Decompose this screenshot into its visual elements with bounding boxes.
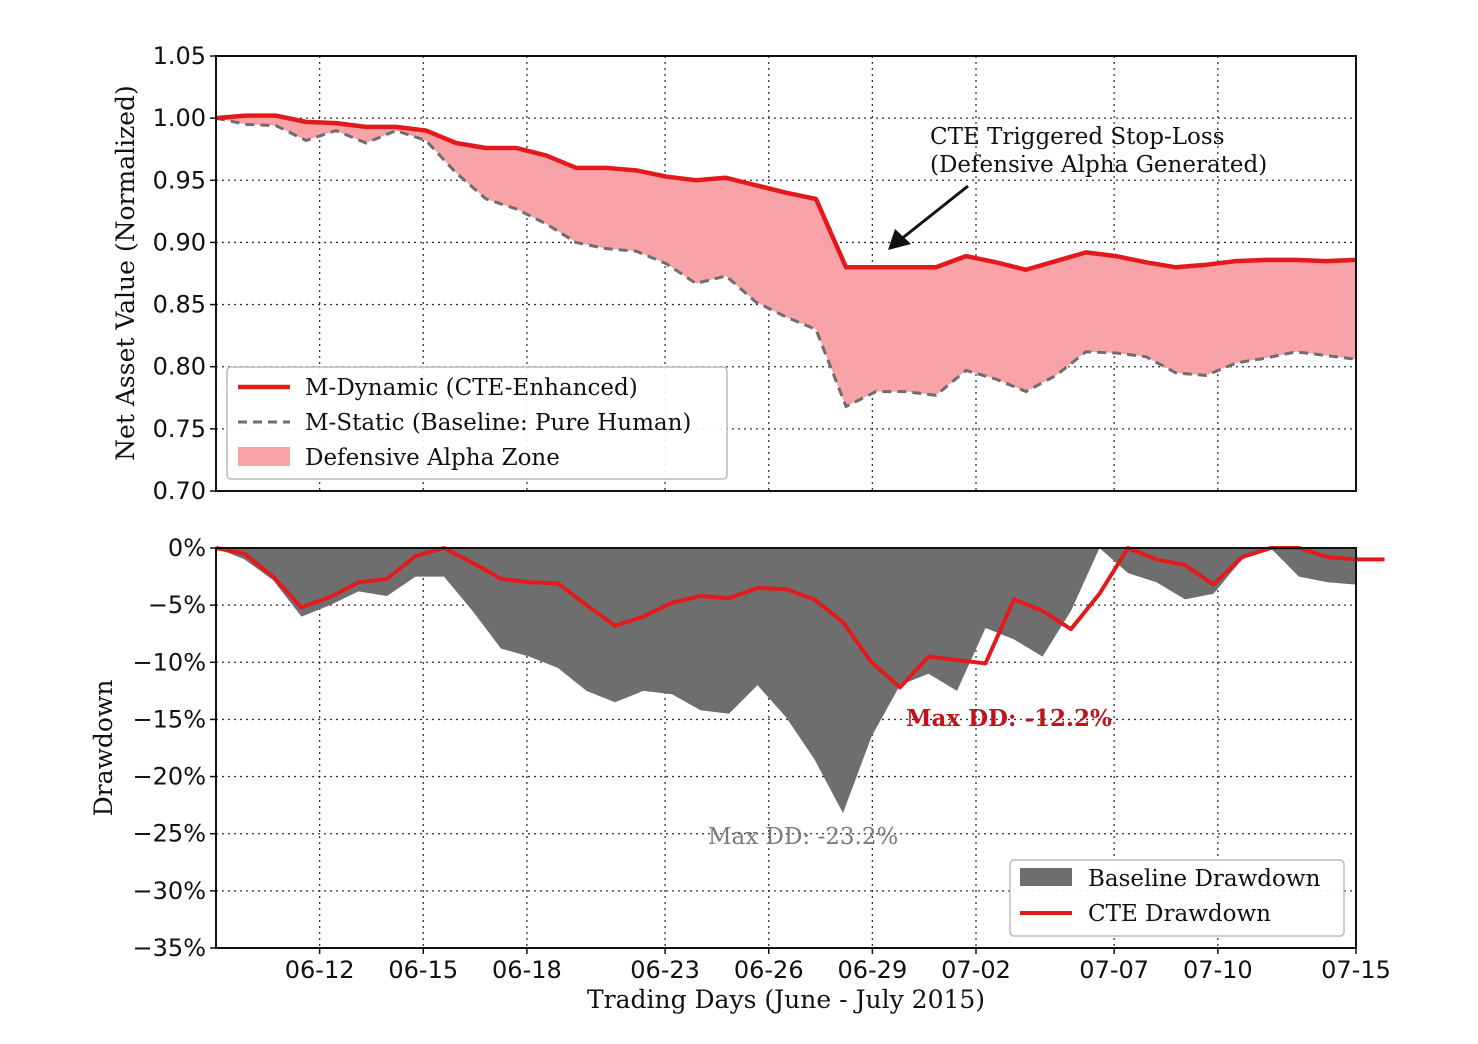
x-tick-label: 06-29 xyxy=(837,956,907,984)
stop-loss-annotation-line2: (Defensive Alpha Generated) xyxy=(930,152,1267,178)
drawdown-x-ticks: 06-12 06-15 06-18 06-23 06-26 06-29 07-02 07-07… xyxy=(285,948,1391,984)
x-tick-label: 07-07 xyxy=(1079,956,1149,984)
nav-y-tick-label: 0.85 xyxy=(153,291,206,319)
drawdown-y-tick-label: −10% xyxy=(133,648,206,676)
x-tick-label: 06-12 xyxy=(285,956,355,984)
nav-y-tick-label: 0.90 xyxy=(153,228,206,256)
drawdown-legend: Baseline Drawdown CTE Drawdown xyxy=(1009,859,1345,937)
nav-y-ticks: 0.70 0.75 0.80 0.85 0.90 0.95 1.00 1.05 xyxy=(153,42,216,505)
baseline-drawdown-area xyxy=(216,548,1356,814)
x-axis-label: Trading Days (June - July 2015) xyxy=(587,985,985,1014)
nav-y-axis-label: Net Asset Value (Normalized) xyxy=(111,85,140,461)
x-tick-label: 07-02 xyxy=(941,956,1011,984)
m-dynamic-line xyxy=(215,113,1357,273)
legend-label-m-static: M-Static (Baseline: Pure Human) xyxy=(305,410,691,436)
x-tick-label: 06-23 xyxy=(630,956,700,984)
drawdown-y-tick-label: −20% xyxy=(133,763,206,791)
drawdown-y-tick-label: −35% xyxy=(133,934,206,962)
x-tick-label: 07-10 xyxy=(1183,956,1253,984)
defensive-alpha-zone-area xyxy=(216,115,1356,407)
legend-label-cte-drawdown: CTE Drawdown xyxy=(1088,901,1271,927)
drawdown-y-tick-label: −25% xyxy=(133,820,206,848)
legend-swatch-alpha-zone xyxy=(238,447,290,466)
drawdown-panel: −35% −30% −25% −20% −15% −10% −5% 0% 06-12 06-15… xyxy=(89,534,1391,1014)
x-tick-label: 07-15 xyxy=(1321,956,1391,984)
cte-max-dd-annotation: Max DD: -12.2% xyxy=(906,705,1112,732)
drawdown-y-tick-label: −15% xyxy=(133,705,206,733)
annotation-arrow-shaft xyxy=(899,184,969,242)
legend-label-baseline-drawdown: Baseline Drawdown xyxy=(1088,866,1321,892)
stop-loss-annotation-line1: CTE Triggered Stop-Loss xyxy=(930,124,1225,150)
drawdown-y-tick-label: −5% xyxy=(148,591,206,619)
nav-legend: M-Dynamic (CTE-Enhanced) M-Static (Basel… xyxy=(226,366,728,480)
annotation-arrow-head xyxy=(888,229,911,250)
nav-y-tick-label: 0.70 xyxy=(153,477,206,505)
x-tick-label: 06-15 xyxy=(388,956,458,984)
drawdown-y-ticks: −35% −30% −25% −20% −15% −10% −5% 0% xyxy=(133,534,216,962)
x-tick-label: 06-18 xyxy=(492,956,562,984)
nav-panel: 0.70 0.75 0.80 0.85 0.90 0.95 1.00 1.05 Net Ass… xyxy=(111,42,1357,505)
nav-frame xyxy=(215,55,1357,492)
m-static-line xyxy=(215,116,1357,409)
nav-y-tick-label: 0.95 xyxy=(153,166,206,194)
x-tick-label: 06-26 xyxy=(734,956,804,984)
legend-label-alpha-zone: Defensive Alpha Zone xyxy=(305,445,560,471)
nav-y-tick-label: 0.80 xyxy=(153,353,206,381)
drawdown-y-tick-label: 0% xyxy=(168,534,206,562)
drawdown-legend-box xyxy=(1009,859,1345,937)
nav-legend-box xyxy=(226,366,728,480)
drawdown-frame xyxy=(215,547,1357,949)
nav-y-tick-label: 1.05 xyxy=(153,42,206,70)
nav-y-tick-label: 0.75 xyxy=(153,415,206,443)
legend-label-m-dynamic: M-Dynamic (CTE-Enhanced) xyxy=(305,375,638,401)
drawdown-y-axis-label: Drawdown xyxy=(89,680,118,817)
legend-swatch-baseline-drawdown xyxy=(1020,868,1072,886)
baseline-max-dd-annotation: Max DD: -23.2% xyxy=(708,824,898,850)
nav-y-tick-label: 1.00 xyxy=(153,104,206,132)
drawdown-y-tick-label: −30% xyxy=(133,877,206,905)
cte-drawdown-line xyxy=(215,546,1385,690)
